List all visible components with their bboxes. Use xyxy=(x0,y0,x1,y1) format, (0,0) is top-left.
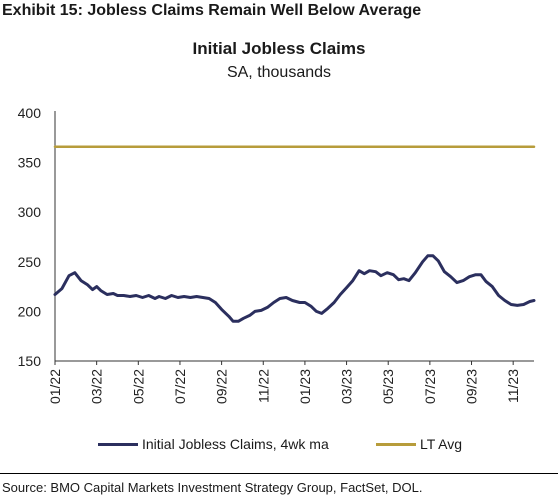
x-tick-label: 11/22 xyxy=(255,369,271,403)
x-axis: 01/22 03/22 05/22 07/22 09/22 11/22 01/23 03/23… xyxy=(47,360,534,404)
legend-item-claims: Initial Jobless Claims, 4wk ma xyxy=(98,436,329,452)
y-tick-label: 150 xyxy=(18,353,42,369)
y-tick-label: 400 xyxy=(18,105,42,121)
legend-swatch-claims xyxy=(98,442,138,446)
legend-label-claims: Initial Jobless Claims, 4wk ma xyxy=(142,436,329,452)
series-line-jobless-claims xyxy=(53,254,536,323)
legend-item-lt-avg: LT Avg xyxy=(376,436,462,452)
y-tick-label: 250 xyxy=(18,254,42,270)
x-tick-label: 09/22 xyxy=(214,369,230,404)
series-layer xyxy=(53,145,536,323)
x-tick-label: 07/23 xyxy=(422,369,438,404)
x-tick-label: 03/22 xyxy=(89,369,105,404)
exhibit-title: Exhibit 15: Jobless Claims Remain Well B… xyxy=(2,2,422,19)
x-tick-label: 07/22 xyxy=(172,369,188,404)
y-tick-label: 350 xyxy=(18,155,42,171)
x-tick-label: 01/22 xyxy=(47,369,63,404)
y-tick-label: 300 xyxy=(18,204,42,220)
legend: Initial Jobless Claims, 4wk ma LT Avg xyxy=(0,436,558,456)
source-note: Source: BMO Capital Markets Investment S… xyxy=(2,480,423,495)
y-tick-label: 200 xyxy=(18,303,42,319)
x-tick-label: 05/23 xyxy=(380,369,396,404)
x-tick-label: 03/23 xyxy=(339,369,355,404)
x-tick-label: 09/23 xyxy=(464,369,480,404)
chart-title: Initial Jobless Claims xyxy=(192,39,366,58)
y-axis: 150 200 250 300 350 400 xyxy=(18,105,56,369)
chart-subtitle: SA, thousands xyxy=(226,64,332,81)
legend-swatch-lt-avg xyxy=(376,442,416,446)
x-tick-label: 05/22 xyxy=(130,369,146,404)
footer-divider xyxy=(0,473,558,474)
x-tick-label: 11/23 xyxy=(505,369,521,403)
legend-label-lt-avg: LT Avg xyxy=(420,436,463,452)
x-tick-label: 01/23 xyxy=(297,369,313,404)
